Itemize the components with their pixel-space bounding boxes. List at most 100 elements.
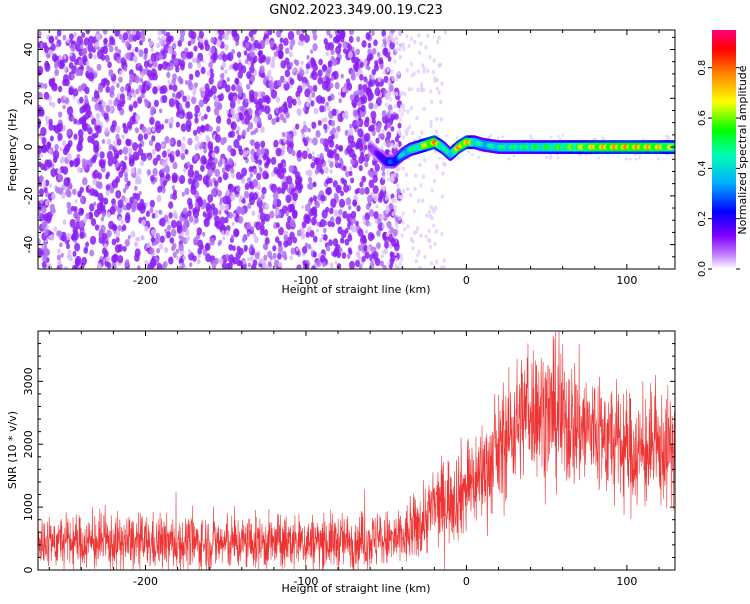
spectrogram-noise-blob [84,98,89,104]
spectrogram-noise-blob [216,39,222,47]
spectrogram-noise-blob [303,34,310,43]
spectrogram-noise-blob [211,152,216,158]
spectrogram-faint-blob [432,178,437,184]
spectrogram-noise-blob [149,247,154,255]
spectrogram-faint-blob [430,188,434,193]
spectrogram-faint-blob [395,77,399,82]
spectrogram-noise-blob [390,30,396,34]
spectrogram-noise-blob [78,135,84,143]
spectrogram-noise-blob [179,113,183,120]
spectrogram-faint-blob [419,87,423,93]
spectrogram-noise-blob [135,88,140,95]
spectrogram-noise-blob [111,179,119,189]
spectrogram-noise-blob [355,141,361,149]
spectrogram-noise-blob [168,84,173,91]
spectrogram-noise-blob [87,43,94,53]
spectrogram-noise-blob [166,148,171,155]
spectrogram-noise-blob [100,46,105,54]
spectrogram-faint-blob [395,41,399,46]
spectrogram-noise-blob [42,42,48,49]
spectrogram-noise-blob [138,49,144,58]
spectrogram-noise-blob [301,82,307,90]
spectrogram-noise-blob [156,43,160,49]
spectrogram-noise-blob [186,111,193,120]
spectrogram-noise-blob [77,190,82,198]
spectrogram-noise-blob [343,184,349,193]
spectrogram-noise-blob [230,234,235,240]
spectrogram-noise-blob [102,30,108,35]
spectrogram-noise-blob [73,31,77,38]
spectrogram-noise-blob [260,212,266,222]
spectrogram-noise-blob [254,181,258,187]
spectrogram-noise-blob [76,142,83,152]
spectrogram-noise-blob [289,61,294,68]
spectrogram-noise-blob [161,160,167,167]
spectrogram-noise-blob [368,179,375,189]
spectrogram-noise-blob [330,120,336,127]
spectrogram-noise-blob [151,135,156,142]
spectrogram-noise-blob [194,105,200,114]
spectrogram-noise-blob [159,243,164,250]
spectrogram-noise-blob [66,106,74,116]
spectrogram-noise-blob [208,76,214,85]
spectrogram-faint-blob [668,137,671,140]
spectrogram-noise-blob [225,163,231,172]
spectrogram-noise-blob [198,30,204,39]
spectrogram-noise-blob [397,122,402,129]
spectrogram-noise-blob [120,86,125,93]
spectrogram-noise-blob [44,60,50,69]
spectrogram-noise-blob [311,207,317,216]
spectrogram-noise-blob [61,140,67,147]
spectrogram-noise-blob [288,51,293,58]
spectrogram-noise-blob [315,200,320,209]
spectrogram-noise-blob [386,220,392,229]
spectrogram-faint-blob [383,141,387,147]
spectrogram-noise-blob [74,258,81,267]
spectrogram-noise-blob [43,180,47,186]
spectrogram-faint-blob [395,91,399,97]
spectrogram-noise-blob [328,177,333,184]
spectrogram-noise-blob [241,177,246,184]
spectrogram-noise-blob [227,52,234,62]
spectrogram-faint-blob [410,130,414,136]
spectrogram-noise-blob [69,52,73,57]
spectrogram-faint-blob [400,90,404,96]
spectrogram-noise-blob [299,33,305,42]
spectrogram-noise-blob [360,235,367,245]
spectrogram-noise-blob [362,59,368,67]
spectrogram-faint-blob [434,229,438,234]
spectrogram-noise-blob [152,86,158,95]
spectrogram-noise-blob [281,145,286,152]
spectrogram-noise-blob [143,47,149,55]
spectrogram-noise-blob [187,168,194,178]
spectrogram-noise-blob [221,158,225,164]
spectrogram-noise-blob [187,62,193,69]
spectrogram-noise-blob [281,181,288,191]
spectrogram-noise-blob [187,210,192,217]
spectrogram-noise-blob [290,247,296,255]
spectrogram-noise-blob [105,184,111,191]
spectrogram-faint-blob [559,137,562,141]
spectrogram-noise-blob [69,33,74,41]
spectrogram-noise-blob [388,84,394,92]
spectrogram-noise-blob [355,251,361,258]
spectrogram-noise-blob [194,202,199,208]
colorbar-ticks: 0.0 0.2 0.4 0.6 0.8 [697,60,740,277]
spectrogram-noise-blob [111,155,118,165]
spectrogram-faint-blob [549,156,552,160]
spectrogram-noise-blob [256,148,262,156]
snr-series-line [38,331,675,570]
spectrogram-faint-blob [429,89,433,94]
spectrogram-faint-blob [442,161,446,167]
spectrogram-noise-blob [87,126,93,135]
spectrogram-noise-blob [225,189,230,195]
spectrogram-noise-blob [307,153,313,160]
spectrogram-faint-blob [414,173,418,178]
spectrogram-noise-blob [338,198,346,208]
spectrogram-noise-blob [233,139,240,149]
spectrogram-noise-blob [229,100,236,109]
spectrogram-noise-blob [48,101,53,107]
spectrogram-faint-blob [426,237,431,243]
spectrogram-noise-blob [325,101,329,107]
spectrogram-noise-blob [219,197,224,203]
